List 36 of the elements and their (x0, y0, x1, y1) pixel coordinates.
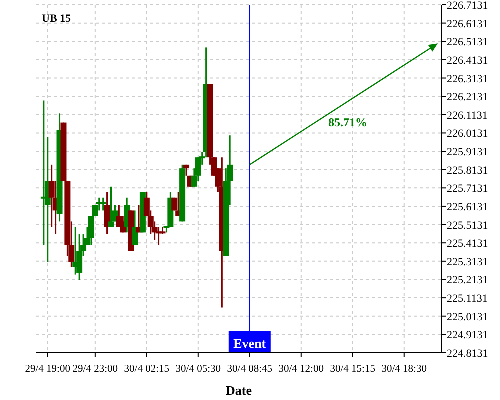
x-tick-label: 30/4 02:15 (124, 364, 170, 375)
x-tick-label: 30/4 05:30 (176, 364, 222, 375)
y-tick-label: 226.5131 (447, 36, 488, 49)
x-tick-label: 30/4 08:45 (227, 364, 272, 375)
x-axis-title: Date (226, 383, 252, 398)
y-tick-label: 224.8131 (447, 348, 488, 360)
y-tick-label: 224.9131 (447, 330, 488, 342)
x-tick-label: 30/4 18:30 (382, 364, 427, 375)
y-tick-label: 226.3131 (447, 73, 488, 86)
y-tick-label: 226.4131 (447, 54, 488, 67)
candlestick (132, 210, 138, 246)
candlestick (104, 192, 110, 236)
ref-line-label: Event (234, 336, 267, 351)
y-tick-label: 225.3131 (447, 256, 488, 268)
y-tick-label: 225.9131 (447, 146, 488, 159)
y-tick-label: 225.6131 (447, 201, 488, 214)
y-tick-label: 226.7131 (447, 0, 488, 12)
candlestick (108, 186, 114, 228)
y-tick-label: 226.0131 (447, 128, 488, 140)
x-tick-label: 29/4 19:00 (25, 364, 70, 375)
x-tick-label: 29/4 23:00 (72, 364, 118, 375)
y-tick-label: 226.1131 (447, 110, 488, 122)
y-tick-label: 225.0131 (447, 311, 488, 324)
y-tick-label: 225.8131 (447, 164, 488, 177)
y-tick-label: 225.2131 (447, 274, 488, 287)
candlestick (100, 197, 106, 212)
y-tick-label: 226.6131 (447, 18, 488, 30)
text: UB 15 (42, 13, 72, 25)
y-tick-label: 225.5131 (447, 220, 488, 232)
y-tick-label: 225.7131 (447, 183, 488, 196)
x-tick-label: 30/4 15:15 (330, 364, 376, 375)
x-tick-label: 30/4 12:00 (278, 364, 324, 375)
annotation: 85.71% (328, 115, 368, 130)
y-tick-label: 225.1131 (447, 293, 488, 306)
y-tick-label: 225.4131 (447, 238, 488, 250)
y-tick-label: 226.2131 (447, 92, 488, 104)
